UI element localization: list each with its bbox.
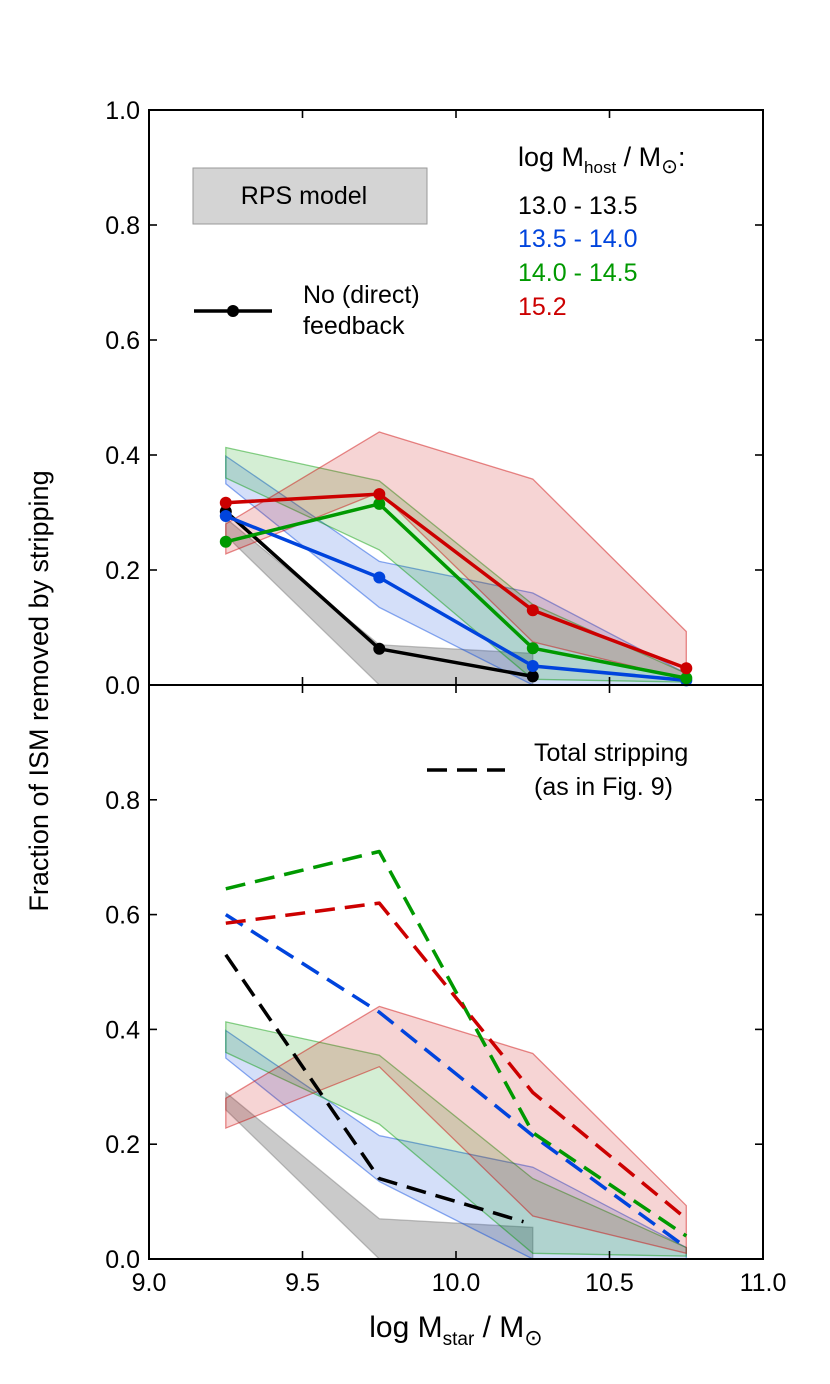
no-feedback-legend-label-1: No (direct) xyxy=(303,281,420,309)
point-top-15p2-2 xyxy=(526,604,539,617)
dashed-line-bottom-14p0-14p5 xyxy=(225,849,688,1238)
xtick-label-4: 11.0 xyxy=(740,1269,787,1297)
legend-entry-14.0-14.5: 14.0 - 14.5 xyxy=(518,259,638,287)
legend-entry-13.5-14.0: 13.5 - 14.0 xyxy=(518,225,638,253)
xtick-label-1: 9.5 xyxy=(285,1269,320,1297)
legend-entry-13.0-13.5: 13.0 - 13.5 xyxy=(518,192,638,220)
legend-entry-15.2: 15.2 xyxy=(518,293,567,321)
ytick-label-top-3: 0.6 xyxy=(105,327,140,355)
top-panel-lines xyxy=(219,488,693,687)
ytick-label-top-1: 0.2 xyxy=(105,557,140,585)
rps-legend-swatch xyxy=(192,167,428,225)
bottom-panel-lines xyxy=(224,849,688,1249)
point-top-15p2-1 xyxy=(373,488,386,501)
line-top-13p5-14p0 xyxy=(225,514,687,683)
point-top-13p5-14p0-1 xyxy=(373,571,386,584)
point-top-13p0-13p5-2 xyxy=(526,670,539,683)
tick-labels: 0.0 0.2 0.4 0.6 0.8 1.0 0.0 0.2 0.4 0.6 0.8 9.0 9.5 1… xyxy=(105,97,786,1297)
ytick-label-bottom-0: 0.0 xyxy=(105,1246,140,1274)
no-feedback-legend: No (direct) feedback xyxy=(194,281,420,340)
ytick-label-top-0: 0.0 xyxy=(105,672,140,700)
point-top-15p2-0 xyxy=(219,496,232,509)
point-top-14p0-14p5-3 xyxy=(680,672,693,685)
total-stripping-legend-label-1: Total stripping xyxy=(534,739,688,767)
dashed-line-bottom-13p5-14p0 xyxy=(224,913,688,1249)
band-bottom-14p0-14p5 xyxy=(225,1021,687,1257)
rps-legend-label: RPS model xyxy=(241,182,367,210)
host-mass-legend-title: log Mhost / M⊙: xyxy=(518,142,685,178)
point-top-15p2-3 xyxy=(680,662,693,675)
total-stripping-legend-label-2: (as in Fig. 9) xyxy=(534,773,673,801)
dashed-line-bottom-13p0-13p5 xyxy=(224,953,525,1224)
y-axis-label: Fraction of ISM removed by stripping xyxy=(24,470,54,911)
ytick-label-top-5: 1.0 xyxy=(105,97,140,125)
total-stripping-legend: Total stripping (as in Fig. 9) xyxy=(427,739,688,801)
xtick-label-3: 10.5 xyxy=(585,1269,634,1297)
rps-legend: RPS model xyxy=(192,167,428,225)
dashed-line-bottom-15p2 xyxy=(225,901,688,1221)
xtick-label-2: 10.0 xyxy=(432,1269,481,1297)
line-top-14p0-14p5 xyxy=(225,502,687,680)
point-top-13p5-14p0-0 xyxy=(219,510,232,522)
point-top-13p5-14p0-2 xyxy=(526,660,539,672)
point-top-14p0-14p5-2 xyxy=(526,642,539,655)
ytick-label-top-4: 0.8 xyxy=(105,212,140,240)
band-bottom-15p2 xyxy=(225,1005,687,1255)
axes xyxy=(148,109,764,1260)
ytick-label-bottom-2: 0.4 xyxy=(105,1016,140,1044)
no-feedback-legend-marker xyxy=(227,305,239,317)
ytick-label-top-2: 0.4 xyxy=(105,442,140,470)
line-top-15p2 xyxy=(225,492,687,670)
point-top-13p0-13p5-1 xyxy=(373,642,386,655)
xtick-label-0: 9.0 xyxy=(132,1269,167,1297)
host-mass-legend: log Mhost / M⊙: 13.0 - 13.5 13.5 - 14.0 … xyxy=(518,142,685,321)
top-panel-bands xyxy=(225,431,687,686)
x-axis-label: log Mstar / M⊙ xyxy=(369,1311,542,1350)
ytick-label-bottom-3: 0.6 xyxy=(105,902,140,930)
ytick-label-bottom-1: 0.2 xyxy=(105,1131,140,1159)
point-top-14p0-14p5-1 xyxy=(373,497,386,510)
bottom-panel-bands xyxy=(225,1005,687,1260)
no-feedback-legend-label-2: feedback xyxy=(303,312,405,340)
point-top-14p0-14p5-0 xyxy=(219,535,232,548)
ytick-label-bottom-4: 0.8 xyxy=(105,787,140,815)
